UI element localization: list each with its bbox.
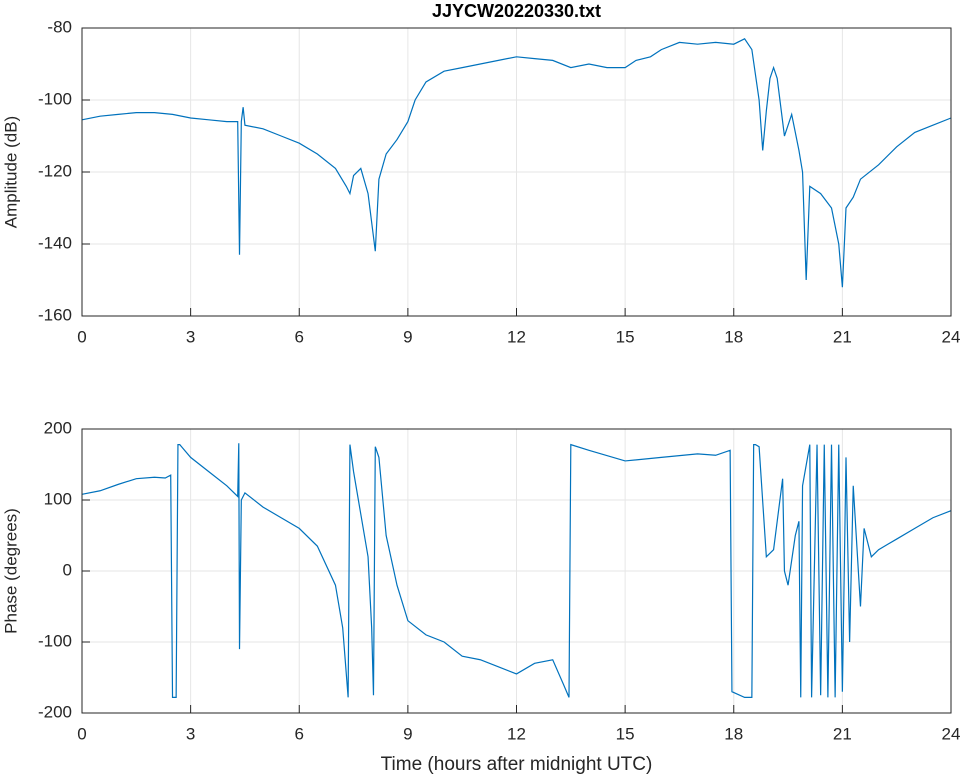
x-tick-label: 9 xyxy=(403,724,412,743)
chart-title: JJYCW20220330.txt xyxy=(432,1,601,21)
axes-box xyxy=(81,27,952,317)
y-tick-label: -120 xyxy=(38,161,72,180)
x-tick-label: 21 xyxy=(833,327,852,346)
y-tick-label: -80 xyxy=(47,17,72,36)
x-tick-label: 0 xyxy=(77,327,86,346)
x-tick-label: 0 xyxy=(77,724,86,743)
x-tick-label: 21 xyxy=(833,724,852,743)
x-tick-label: 6 xyxy=(295,724,304,743)
y-tick-label: -160 xyxy=(38,305,72,324)
axes-box xyxy=(81,428,952,714)
x-tick-label: 9 xyxy=(403,327,412,346)
x-tick-label: 6 xyxy=(295,327,304,346)
x-tick-label: 15 xyxy=(616,327,635,346)
y-tick-label: 0 xyxy=(63,560,72,579)
y-tick-label: -100 xyxy=(38,89,72,108)
y-tick-label: -200 xyxy=(38,702,72,721)
x-tick-label: 12 xyxy=(507,327,526,346)
x-tick-label: 24 xyxy=(942,327,961,346)
y-tick-label: 100 xyxy=(44,489,72,508)
data-line xyxy=(81,38,952,288)
y-tick-label: -140 xyxy=(38,233,72,252)
x-tick-label: 3 xyxy=(186,724,195,743)
x-tick-label: 3 xyxy=(186,327,195,346)
y-tick-label: 200 xyxy=(44,418,72,437)
x-tick-label: 18 xyxy=(724,724,743,743)
y-axis-title: Amplitude (dB) xyxy=(1,116,20,228)
x-tick-label: 15 xyxy=(616,724,635,743)
y-axis-title: Phase (degrees) xyxy=(1,508,20,634)
x-axis-title: Time (hours after midnight UTC) xyxy=(381,754,653,775)
y-tick-label: -100 xyxy=(38,631,72,650)
x-tick-label: 24 xyxy=(942,724,961,743)
x-tick-label: 12 xyxy=(507,724,526,743)
data-line xyxy=(81,443,952,698)
x-tick-label: 18 xyxy=(724,327,743,346)
